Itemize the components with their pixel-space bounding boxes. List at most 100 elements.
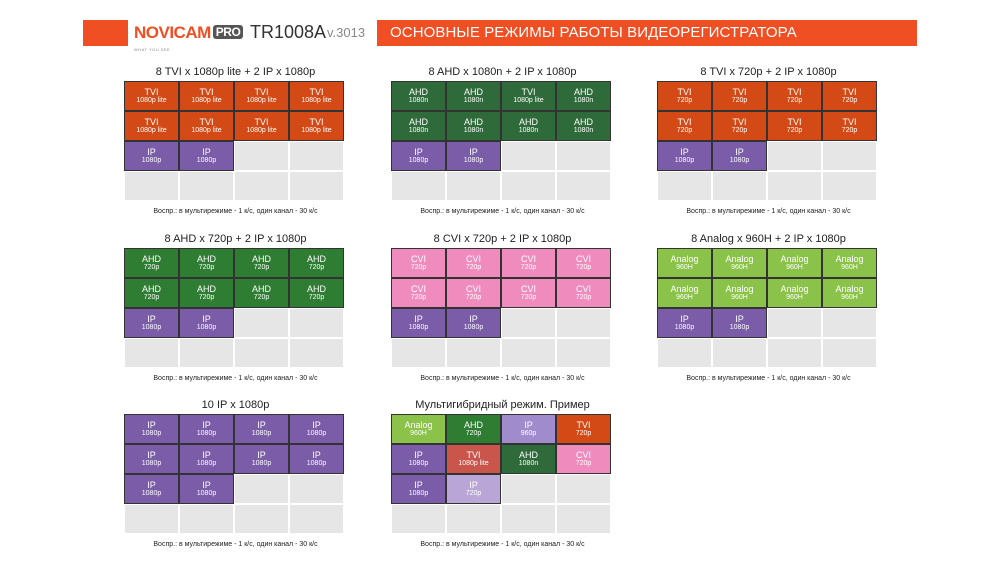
channel-resolution: 960H: [786, 294, 803, 301]
empty-channel-cell: [391, 338, 446, 368]
channel-resolution: 1080p: [196, 430, 217, 437]
channel-type: Analog: [780, 284, 809, 294]
channel-cell: IP 1080p: [289, 414, 344, 444]
empty-channel-cell: [234, 474, 289, 504]
channel-resolution: 1080n: [408, 127, 429, 134]
channel-cell: TVI 1080p lite: [124, 81, 179, 111]
channel-type: AHD: [141, 254, 161, 264]
channel-type: AHD: [251, 254, 271, 264]
empty-channel-cell: [446, 504, 501, 534]
channel-type: IP: [680, 147, 689, 157]
channel-cell: TVI 720p: [657, 111, 712, 141]
channel-type: AHD: [518, 450, 538, 460]
channel-resolution: 1080p: [141, 430, 162, 437]
channel-type: AHD: [408, 87, 428, 97]
channel-resolution: 720p: [676, 127, 693, 134]
empty-channel-cell: [179, 171, 234, 201]
channel-resolution: 720p: [731, 127, 748, 134]
channel-resolution: 720p: [676, 97, 693, 104]
channel-type: TVI: [521, 87, 536, 97]
empty-channel-cell: [556, 338, 611, 368]
channel-resolution: 1080p: [408, 157, 429, 164]
channel-resolution: 720p: [253, 294, 270, 301]
channel-type: AHD: [408, 117, 428, 127]
channel-type: AHD: [196, 284, 216, 294]
channel-cell: IP 1080p: [657, 308, 712, 338]
channel-type: TVI: [144, 87, 159, 97]
panel-title: 8 Analog x 960H + 2 IP x 1080p: [691, 233, 846, 245]
channel-cell: TVI 1080p lite: [289, 81, 344, 111]
channel-cell: TVI 1080p lite: [179, 111, 234, 141]
channel-resolution: 720p: [575, 430, 592, 437]
channel-resolution: 1080p: [141, 460, 162, 467]
channel-resolution: 1080n: [518, 127, 539, 134]
channel-type: Analog: [725, 254, 754, 264]
empty-channel-cell: [767, 308, 822, 338]
channel-resolution: 960H: [676, 294, 693, 301]
channel-type: AHD: [306, 284, 326, 294]
empty-channel-cell: [289, 171, 344, 201]
channel-cell: TVI 720p: [822, 81, 877, 111]
channel-resolution: 720p: [841, 127, 858, 134]
channel-type: IP: [414, 450, 423, 460]
channel-cell: TVI 720p: [767, 111, 822, 141]
channel-type: AHD: [573, 117, 593, 127]
channel-grid: AHD 720p AHD 720p AHD 720p AHD 720p AHD 720p AHD 72…: [124, 248, 344, 368]
empty-channel-cell: [767, 171, 822, 201]
empty-channel-cell: [556, 308, 611, 338]
empty-channel-cell: [501, 308, 556, 338]
channel-resolution: 1080p: [306, 430, 327, 437]
channel-resolution: 720p: [143, 264, 160, 271]
empty-channel-cell: [289, 338, 344, 368]
channel-resolution: 1080p: [196, 490, 217, 497]
empty-channel-cell: [501, 504, 556, 534]
channel-type: Analog: [780, 254, 809, 264]
channel-type: IP: [202, 147, 211, 157]
channel-resolution: 1080p: [674, 324, 695, 331]
channel-cell: TVI 1080p lite: [179, 81, 234, 111]
channel-resolution: 720p: [520, 294, 537, 301]
channel-resolution: 720p: [410, 294, 427, 301]
empty-channel-cell: [556, 474, 611, 504]
channel-resolution: 1080p lite: [191, 97, 222, 104]
channel-cell: Analog 960H: [822, 248, 877, 278]
channel-cell: TVI 720p: [556, 414, 611, 444]
channel-grid: Analog 960H AHD 720p IP 960p TVI 720p IP 1080p TVI…: [391, 414, 611, 534]
channel-type: CVI: [410, 254, 426, 264]
channel-cell: TVI 720p: [767, 81, 822, 111]
channel-cell: IP 1080p: [234, 414, 289, 444]
channel-type: IP: [469, 314, 478, 324]
channel-cell: AHD 720p: [446, 414, 501, 444]
channel-resolution: 1080p: [674, 157, 695, 164]
playback-note: Воспр.: в мультирежиме - 1 к/с, один кан…: [420, 375, 585, 382]
channel-resolution: 720p: [465, 430, 482, 437]
channel-resolution: 1080n: [463, 127, 484, 134]
channel-cell: Analog 960H: [657, 248, 712, 278]
channel-type: IP: [202, 450, 211, 460]
channel-cell: AHD 720p: [234, 278, 289, 308]
channel-cell: TVI 720p: [657, 81, 712, 111]
empty-channel-cell: [289, 308, 344, 338]
channel-type: IP: [202, 314, 211, 324]
channel-cell: IP 1080p: [179, 414, 234, 444]
version-label: v.3013: [327, 25, 366, 40]
channel-cell: TVI 1080p lite: [289, 111, 344, 141]
empty-channel-cell: [556, 504, 611, 534]
channel-type: CVI: [575, 450, 591, 460]
channel-type: IP: [202, 420, 211, 430]
channel-type: IP: [312, 450, 321, 460]
channel-grid: IP 1080p IP 1080p IP 1080p IP 1080p IP 1080p IP 108…: [124, 414, 344, 534]
channel-cell: IP 1080p: [391, 444, 446, 474]
channel-type: IP: [735, 147, 744, 157]
channel-type: IP: [414, 147, 423, 157]
channel-type: IP: [147, 420, 156, 430]
channel-type: TVI: [576, 420, 591, 430]
empty-channel-cell: [124, 338, 179, 368]
channel-cell: IP 1080p: [179, 444, 234, 474]
empty-channel-cell: [391, 504, 446, 534]
channel-resolution: 1080p: [306, 460, 327, 467]
channel-cell: IP 720p: [446, 474, 501, 504]
empty-channel-cell: [124, 171, 179, 201]
channel-type: CVI: [465, 284, 481, 294]
channel-type: IP: [414, 480, 423, 490]
